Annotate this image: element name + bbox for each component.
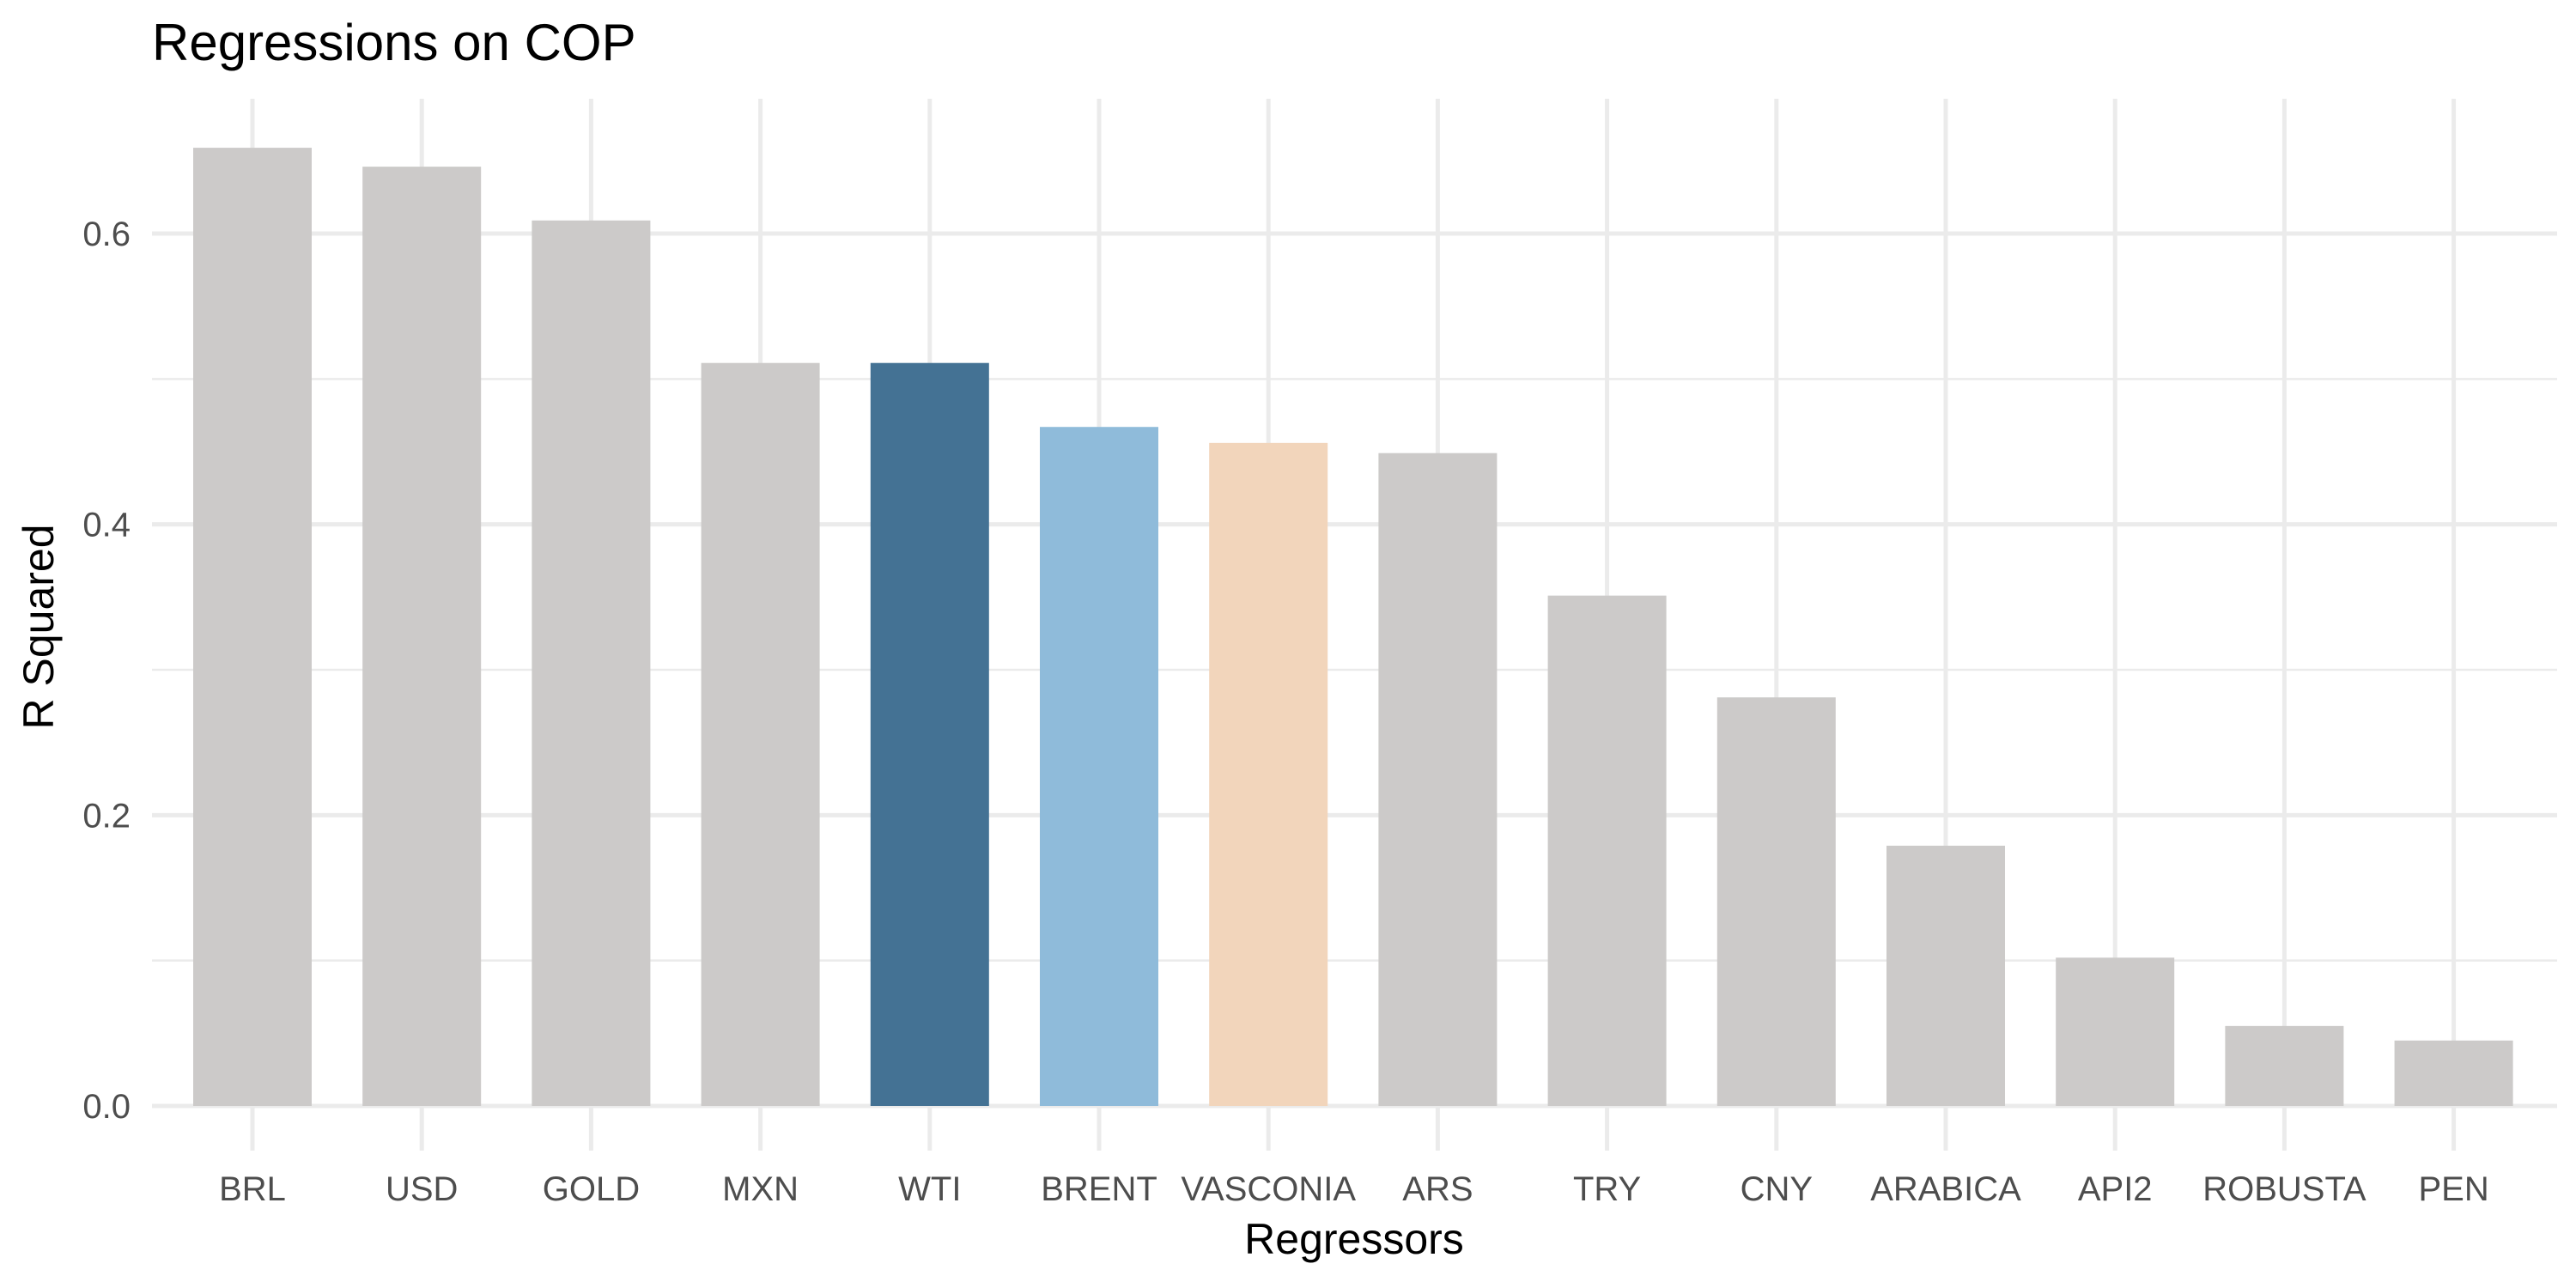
bar-gold — [532, 220, 651, 1106]
y-tick-label: 0.0 — [82, 1088, 131, 1126]
bar-api2 — [2056, 957, 2175, 1106]
x-tick-label: API2 — [2078, 1170, 2153, 1208]
bar-pen — [2394, 1040, 2513, 1106]
bar-brent — [1040, 427, 1158, 1106]
x-tick-label: BRENT — [1041, 1170, 1157, 1208]
x-tick-label: USD — [386, 1170, 458, 1208]
x-tick-label: MXN — [722, 1170, 799, 1208]
x-tick-label: CNY — [1741, 1170, 1813, 1208]
y-tick-label: 0.6 — [82, 216, 131, 253]
bar-arabica — [1886, 845, 2005, 1106]
x-tick-label: TRY — [1573, 1170, 1641, 1208]
bar-mxn — [701, 362, 820, 1106]
x-tick-label: BRL — [219, 1170, 286, 1208]
bar-try — [1547, 595, 1667, 1106]
x-tick-label: WTI — [898, 1170, 961, 1208]
y-tick-labels: 0.0 0.2 0.4 0.6 — [82, 216, 131, 1126]
y-axis-title: R Squared — [15, 524, 63, 729]
x-tick-label: ROBUSTA — [2202, 1170, 2366, 1208]
bar-wti — [870, 362, 989, 1106]
x-tick-label: PEN — [2418, 1170, 2488, 1208]
x-tick-label: GOLD — [543, 1170, 640, 1208]
x-tick-labels: BRL USD GOLD MXN WTI BRENT VASCONIA ARS TRY CNY AR… — [219, 1170, 2489, 1208]
x-tick-label: VASCONIA — [1181, 1170, 1356, 1208]
y-tick-label: 0.4 — [82, 507, 131, 544]
bar-ars — [1378, 453, 1498, 1106]
x-tick-label: ARS — [1402, 1170, 1473, 1208]
chart-title: Regressions on COP — [152, 14, 636, 71]
x-axis-title: Regressors — [1244, 1215, 1464, 1263]
bar-usd — [362, 167, 482, 1106]
bars — [193, 148, 2513, 1106]
bar-brl — [193, 148, 312, 1106]
y-tick-label: 0.2 — [82, 797, 131, 835]
bar-robusta — [2225, 1025, 2344, 1106]
bar-cny — [1716, 697, 1836, 1106]
bar-vasconia — [1209, 442, 1328, 1106]
x-tick-label: ARABICA — [1870, 1170, 2021, 1208]
grid-lines — [152, 99, 2557, 1151]
